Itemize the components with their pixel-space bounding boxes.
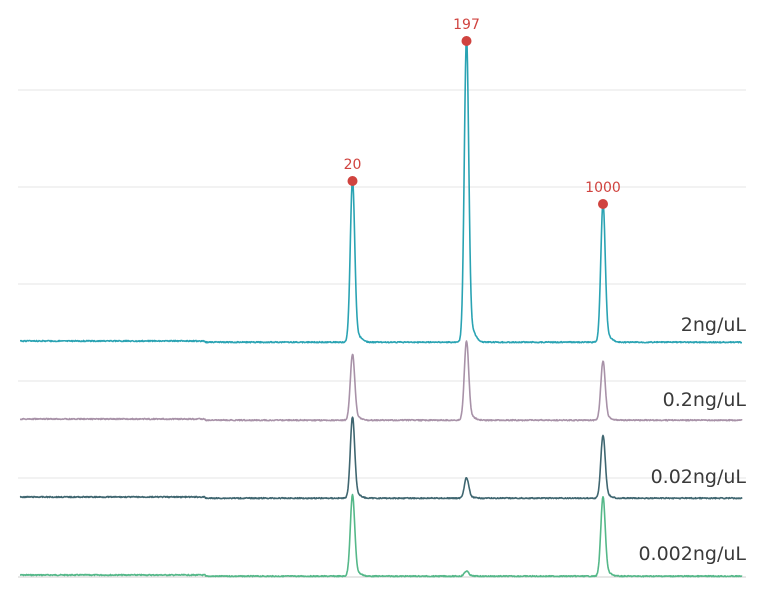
- series-label-1: 0.2ng/uL: [663, 389, 747, 411]
- series-trace-2: [19, 416, 743, 500]
- peak-label-20: 20: [344, 157, 362, 173]
- trace-layer: [19, 36, 743, 578]
- series-trace-3: [19, 493, 743, 578]
- peak-marker-1000: [598, 199, 608, 209]
- peak-label-1000: 1000: [585, 180, 621, 196]
- series-trace-0: [19, 36, 743, 344]
- series-trace-1: [19, 340, 743, 422]
- peak-label-197: 197: [453, 17, 480, 33]
- peak-marker-197: [461, 36, 472, 46]
- label-layer: 0.002ng/uL 0.02ng/uL 0.2ng/uL 2ng/uL 20 197 10…: [344, 17, 747, 565]
- series-label-3: 0.002ng/uL: [638, 543, 746, 565]
- series-label-0: 2ng/uL: [681, 314, 747, 336]
- peak-marker-20: [347, 176, 358, 186]
- grid-layer: [18, 89, 746, 578]
- series-label-2: 0.02ng/uL: [651, 466, 747, 488]
